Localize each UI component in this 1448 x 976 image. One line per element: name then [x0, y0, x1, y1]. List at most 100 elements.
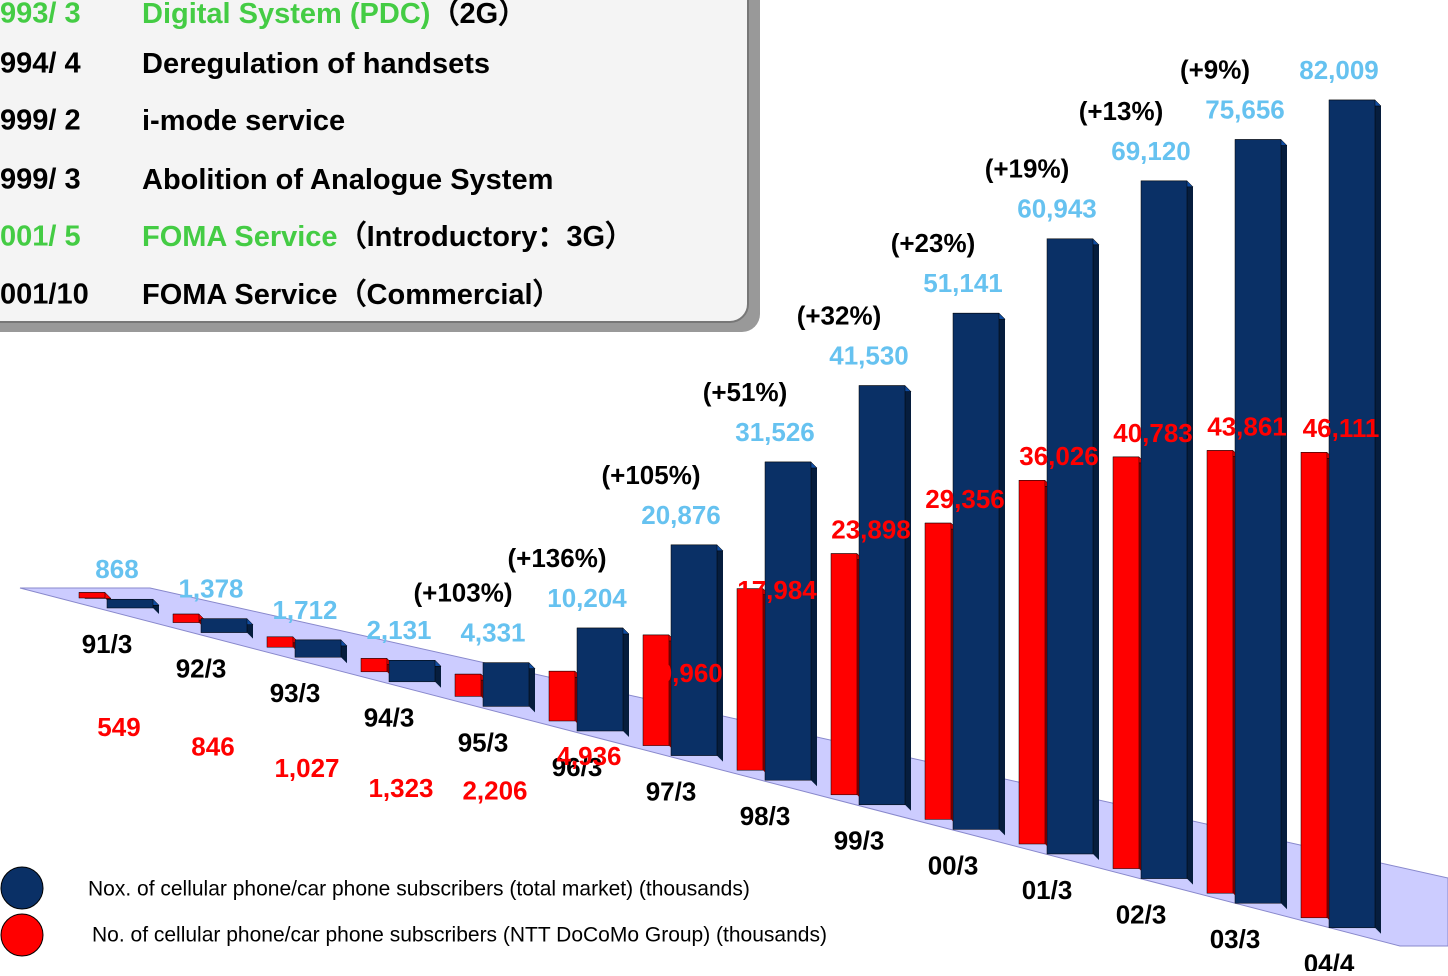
event-text: FOMA Service（Commercial）: [142, 278, 562, 311]
data-label: 1,323: [368, 773, 433, 803]
bar: [1300, 452, 1328, 919]
data-label: 23,898: [831, 514, 911, 544]
bar-side: [435, 660, 441, 688]
data-label: 1,027: [274, 753, 339, 783]
bar: [1234, 139, 1282, 904]
growth-label: (+103%): [414, 578, 513, 608]
bar: [830, 553, 858, 796]
bar: [924, 522, 952, 820]
x-tick-label: 99/3: [834, 826, 885, 856]
x-tick-label: 95/3: [458, 727, 509, 757]
data-label: 1,378: [178, 574, 243, 604]
x-tick-label: 03/3: [1210, 924, 1261, 954]
bar: [764, 461, 812, 781]
data-label: 46,111: [1303, 413, 1380, 443]
data-label: 69,120: [1111, 136, 1191, 166]
data-label: 31,526: [735, 417, 815, 447]
growth-label: (+23%): [891, 228, 976, 258]
x-tick-label: 94/3: [364, 703, 415, 733]
data-label: 4,936: [556, 741, 621, 771]
growth-label: (+13%): [1079, 96, 1164, 126]
bar: [670, 544, 718, 756]
bar-side: [1093, 238, 1099, 861]
growth-label: (+105%): [602, 460, 701, 490]
data-label: 51,141: [923, 268, 1003, 298]
bar: [858, 385, 906, 806]
data-label: 60,943: [1017, 194, 1097, 224]
x-tick-label: 01/3: [1022, 875, 1073, 905]
event-text: Deregulation of handsets: [142, 48, 490, 80]
event-label: Deregulation of handsets: [142, 48, 490, 80]
event-box: [0, 0, 749, 323]
event-note: （2G）: [430, 0, 527, 30]
bar: [548, 670, 576, 722]
legend-swatch: [0, 866, 44, 910]
data-label: 40,783: [1113, 418, 1193, 448]
bar: [78, 592, 106, 599]
bar-side: [811, 461, 817, 787]
bar: [1046, 238, 1094, 855]
bar: [576, 627, 624, 732]
event-date: 999/ 2: [0, 105, 81, 137]
data-label: 43,861: [1207, 411, 1287, 441]
event-text: Digital System (PDC)（2G）: [142, 0, 527, 30]
floor: [19, 587, 1448, 947]
bar: [1112, 456, 1140, 869]
data-label: 36,026: [1019, 441, 1099, 471]
data-label: 41,530: [829, 340, 909, 370]
event-date: 001/ 5: [0, 221, 81, 253]
x-tick-label: 93/3: [270, 678, 321, 708]
data-label: 868: [95, 554, 138, 584]
data-label: 846: [191, 732, 234, 762]
event-label: FOMA Service（Commercial）: [142, 278, 562, 311]
growth-label: (+9%): [1180, 54, 1250, 84]
data-label: 1,712: [272, 595, 337, 625]
event-list: 993/ 3 Digital System (PDC)（2G） 994/ 4 Dere…: [0, 0, 634, 311]
bar-side: [529, 662, 535, 713]
bar-side: [623, 627, 629, 737]
bar: [1206, 450, 1234, 894]
bar-side: [999, 313, 1005, 836]
event-text: i-mode service: [142, 105, 345, 137]
growth-label: (+19%): [985, 154, 1070, 184]
bar-side: [717, 544, 723, 762]
bar: [106, 598, 154, 609]
event-label: i-mode service: [142, 105, 345, 137]
bar: [200, 618, 248, 633]
bar-side: [1187, 180, 1193, 885]
bar: [482, 662, 530, 707]
x-tick-label: 97/3: [646, 776, 697, 806]
x-tick-label: 92/3: [176, 653, 227, 683]
data-label: 2,206: [462, 776, 527, 806]
x-tick-label: 96/3: [552, 752, 603, 782]
data-label: 29,356: [925, 484, 1005, 514]
data-label: 549: [97, 712, 140, 742]
bar-side: [905, 385, 911, 811]
bar: [1140, 180, 1188, 879]
event-label: Abolition of Analogue System: [142, 164, 553, 196]
data-label: 10,204: [547, 583, 627, 613]
event-date: 999/ 3: [0, 164, 81, 196]
event-label: Digital System (PDC): [142, 0, 430, 30]
x-tick-label: 04/4: [1304, 949, 1355, 971]
growth-label: (+136%): [508, 543, 607, 573]
legend-label: Nox. of cellular phone/car phone subscri…: [88, 878, 750, 901]
data-label: 2,131: [366, 615, 431, 645]
bar: [388, 660, 436, 683]
bar: [172, 613, 200, 623]
x-tick-label: 98/3: [740, 801, 791, 831]
event-date: 993/ 3: [0, 0, 81, 30]
x-tick-label: 91/3: [82, 629, 133, 659]
data-label: 4,331: [460, 618, 525, 648]
legend-label: No. of cellular phone/car phone subscrib…: [92, 924, 827, 947]
bar-side: [1375, 99, 1381, 934]
event-text: Abolition of Analogue System: [142, 164, 553, 196]
data-label: 20,876: [641, 500, 721, 530]
event-text: FOMA Service（Introductory：3G）: [142, 220, 634, 253]
event-label: FOMA Service: [142, 221, 338, 253]
event-date: 001/10: [0, 279, 89, 311]
bar: [294, 639, 342, 658]
bar: [642, 634, 670, 746]
bar: [266, 636, 294, 648]
